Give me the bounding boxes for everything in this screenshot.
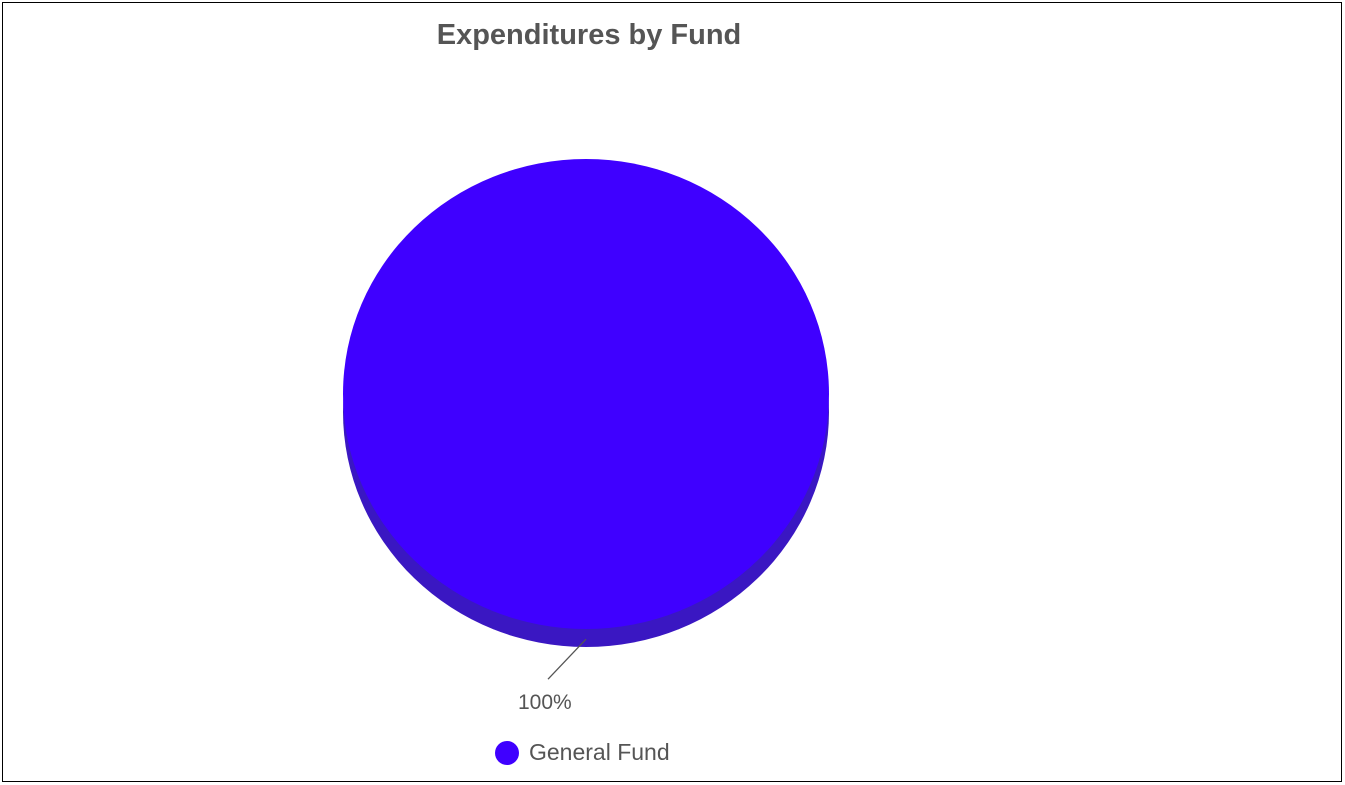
legend: General Fund [495, 739, 670, 766]
legend-label: General Fund [529, 739, 670, 765]
chart-title: Expenditures by Fund [436, 19, 742, 51]
pie-chart: 100% [343, 159, 829, 714]
pie-slice[interactable] [343, 159, 829, 629]
legend-item[interactable]: General Fund [495, 739, 670, 766]
data-label-leader-line [547, 638, 587, 680]
data-label: 100% [518, 691, 572, 714]
legend-swatch [495, 740, 519, 765]
